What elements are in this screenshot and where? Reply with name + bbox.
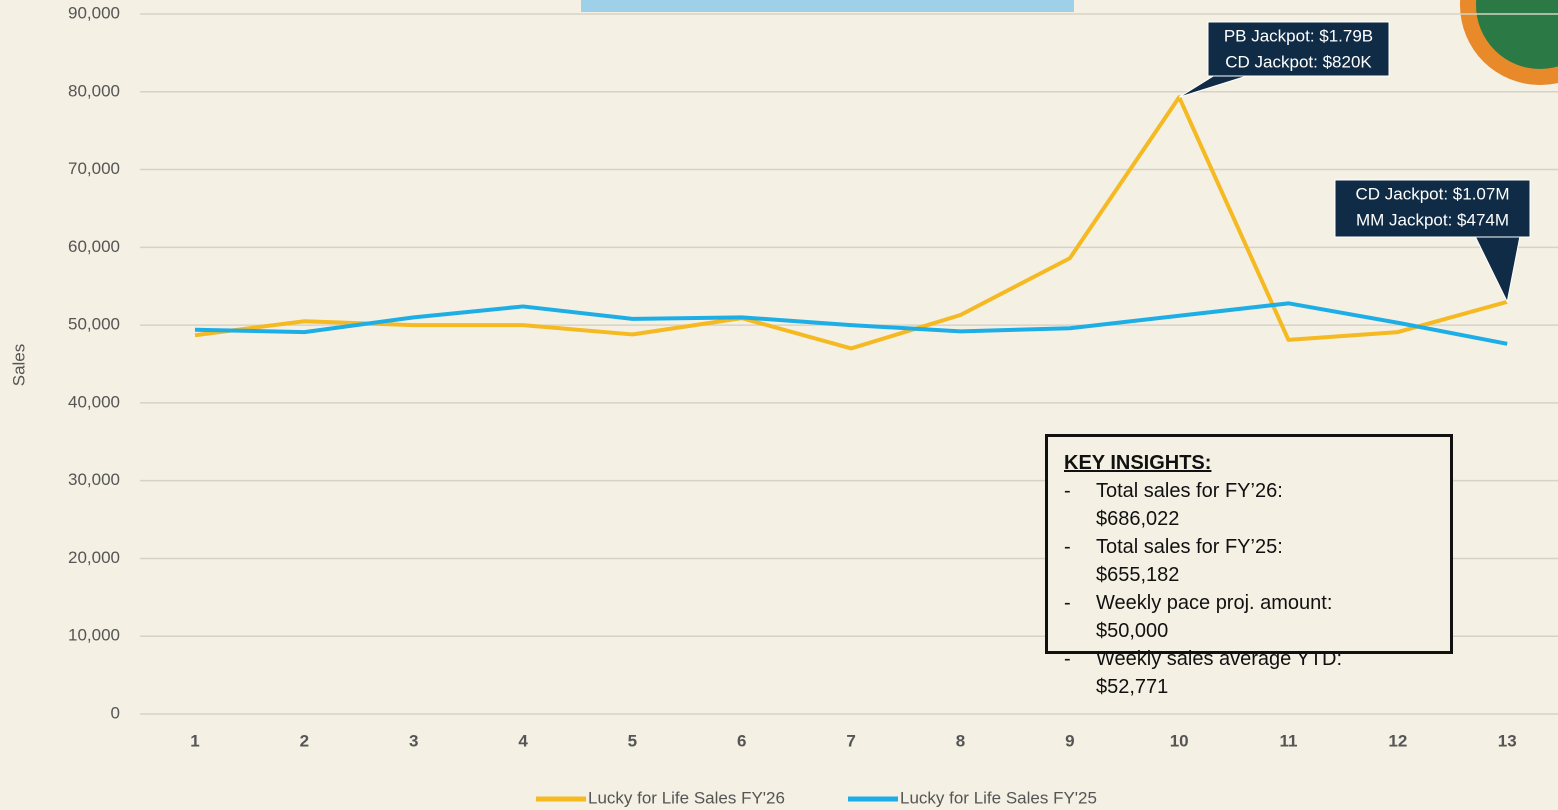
y-tick-label: 40,000 (68, 392, 120, 411)
x-tick-label: 8 (956, 731, 965, 750)
callout-box (1207, 21, 1390, 77)
x-tick-label: 1 (190, 731, 199, 750)
y-tick-label: 70,000 (68, 159, 120, 178)
y-tick-label: 10,000 (68, 626, 120, 645)
series-line (194, 301, 1508, 346)
key-insights: KEY INSIGHTS: Total sales for FY’26: $68… (1045, 434, 1453, 698)
legend-label: Lucky for Life Sales FY'26 (588, 788, 785, 807)
callout-text: MM Jackpot: $474M (1356, 210, 1509, 229)
logo-inner (1476, 0, 1558, 69)
callout-text: PB Jackpot: $1.79B (1224, 26, 1373, 45)
x-tick-label: 12 (1388, 731, 1407, 750)
insights-list: Total sales for FY’26: $686,022Total sal… (1064, 477, 1434, 701)
y-tick-label: 30,000 (68, 470, 120, 489)
x-tick-label: 13 (1498, 731, 1517, 750)
insight-item: Total sales for FY’25: $655,182 (1064, 533, 1366, 589)
y-tick-label: 80,000 (68, 81, 120, 100)
insight-item: Weekly sales average YTD: $52,771 (1064, 645, 1366, 701)
y-tick-label: 90,000 (68, 3, 120, 22)
x-tick-label: 10 (1170, 731, 1189, 750)
callout-pointer (1178, 74, 1251, 98)
y-tick-label: 60,000 (68, 237, 120, 256)
insights-title: KEY INSIGHTS: (1064, 452, 1212, 474)
y-axis-label: Sales (9, 344, 28, 387)
y-tick-label: 50,000 (68, 315, 120, 334)
insight-item: Total sales for FY’26: $686,022 (1064, 477, 1366, 533)
x-tick-label: 5 (628, 731, 637, 750)
title-banner (581, 0, 1074, 12)
insight-item: Weekly pace proj. amount: $50,000 (1064, 589, 1366, 645)
x-tick-label: 11 (1280, 731, 1298, 750)
x-tick-label: 3 (409, 731, 418, 750)
x-tick-label: 2 (300, 731, 309, 750)
callout-pointer (1474, 235, 1521, 304)
callout-text: CD Jackpot: $1.07M (1355, 184, 1509, 203)
y-tick-label: 0 (111, 703, 120, 722)
callout-text: CD Jackpot: $820K (1225, 52, 1372, 71)
legend-label: Lucky for Life Sales FY'25 (900, 788, 1097, 807)
x-tick-label: 6 (737, 731, 746, 750)
x-tick-label: 9 (1065, 731, 1074, 750)
callout-box (1334, 179, 1531, 238)
y-tick-label: 20,000 (68, 548, 120, 567)
series-line (194, 95, 1508, 351)
x-tick-label: 4 (518, 731, 528, 750)
x-tick-label: 7 (846, 731, 855, 750)
